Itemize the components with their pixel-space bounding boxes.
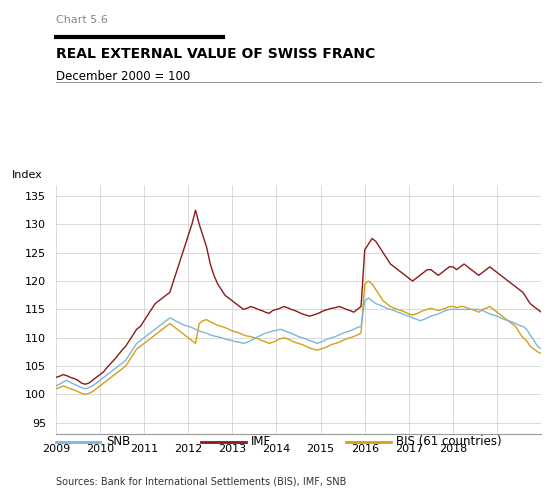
Text: BIS (61 countries): BIS (61 countries) — [396, 435, 502, 448]
Text: REAL EXTERNAL VALUE OF SWISS FRANC: REAL EXTERNAL VALUE OF SWISS FRANC — [56, 47, 375, 61]
Text: IMF: IMF — [251, 435, 271, 448]
Text: Index: Index — [12, 170, 43, 180]
Text: SNB: SNB — [106, 435, 130, 448]
Text: Chart 5.6: Chart 5.6 — [56, 15, 108, 25]
Text: December 2000 = 100: December 2000 = 100 — [56, 70, 190, 83]
Text: Sources: Bank for International Settlements (BIS), IMF, SNB: Sources: Bank for International Settleme… — [56, 477, 346, 487]
